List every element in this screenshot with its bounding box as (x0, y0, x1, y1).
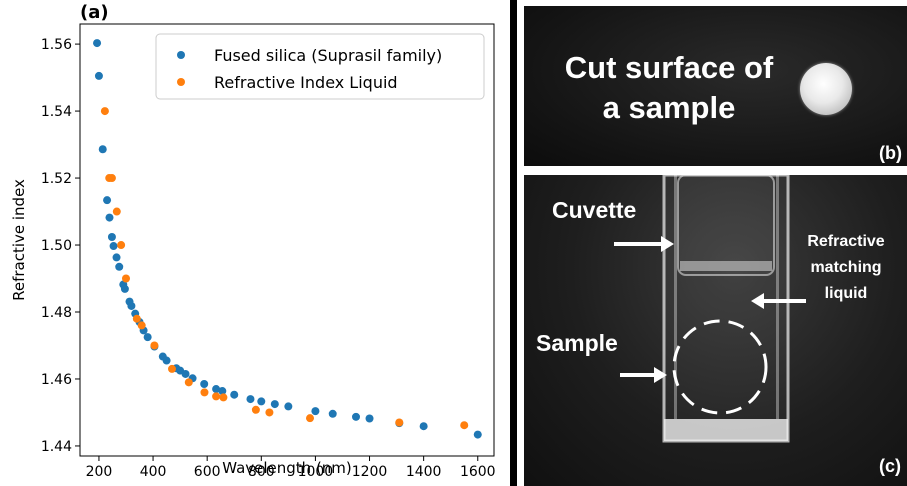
y-tick-label: 1.52 (41, 171, 72, 187)
liquid-point (137, 321, 146, 330)
fused-silica-point (107, 232, 116, 241)
x-tick-label: 1200 (352, 464, 388, 480)
fused-silica-point (257, 397, 266, 406)
x-tick-label: 1400 (406, 464, 442, 480)
fused-silica-point (105, 213, 114, 222)
plot-frame (79, 23, 495, 457)
label-liquid-line3: liquid (824, 285, 868, 302)
liquid-point (306, 414, 314, 423)
fused-silica-point (212, 385, 221, 394)
x-axis-label: Wavelength (nm) (222, 459, 352, 477)
fused-silica-point (230, 390, 239, 399)
fused-silica-point (115, 262, 124, 271)
data-points (93, 39, 482, 439)
fused-silica-point (270, 400, 279, 409)
liquid-point (168, 364, 176, 373)
x-tick-label: 800 (248, 464, 275, 480)
fused-silica-point (200, 380, 209, 388)
x-tick-label: 400 (140, 464, 167, 480)
legend-marker-liquid (177, 78, 185, 86)
photo-b-caption-line1: Cut surface of (564, 50, 774, 85)
liquid-point (212, 392, 221, 401)
y-tick-label: 1.54 (41, 104, 72, 120)
liquid-point (200, 388, 209, 397)
fused-silica-point (94, 71, 103, 80)
x-axis-ticks: 200 400 600 800 1000 1200 1400 1600 (86, 456, 496, 480)
fused-silica-point (112, 253, 121, 262)
liquid-point (112, 207, 121, 216)
label-sample: Sample (536, 330, 618, 356)
photo-cut-surface: Cut surface of a sample (b) (524, 6, 907, 166)
liquid-point (100, 107, 109, 116)
fused-silica-point (143, 333, 152, 342)
fused-silica-point (120, 284, 129, 293)
fused-silica-point (419, 422, 428, 431)
fused-silica-point (365, 414, 374, 423)
liquid-point (265, 408, 274, 417)
fused-silica-point (352, 412, 360, 421)
liquid-point (251, 405, 260, 414)
fused-silica-point (98, 145, 107, 154)
fused-silica-point (218, 387, 227, 396)
liquid-point (184, 378, 193, 387)
x-tick-label: 1000 (298, 464, 334, 480)
liquid-point (117, 241, 126, 250)
liquid-point (460, 421, 469, 430)
liquid-point (150, 341, 159, 350)
sample-disc-image (800, 63, 852, 115)
legend: Fused silica (Suprasil family) Refractiv… (155, 33, 485, 100)
y-tick-label: 1.48 (41, 305, 72, 321)
legend-marker-fused-silica (177, 51, 185, 59)
y-tick-label: 1.50 (41, 238, 72, 254)
fused-silica-point (473, 430, 482, 439)
liquid-point (132, 314, 141, 323)
fused-silica-point (103, 196, 112, 205)
y-tick-label: 1.44 (41, 439, 72, 455)
fused-silica-point (284, 402, 293, 411)
liquid-point (122, 274, 130, 283)
liquid-point (395, 418, 404, 427)
y-tick-label: 1.46 (41, 372, 72, 388)
fused-silica-point (127, 301, 136, 310)
panel-label-a: (a) (80, 2, 109, 23)
fused-silica-point (162, 356, 171, 365)
y-tick-label: 1.56 (41, 37, 72, 53)
y-axis-ticks: 1.44 1.46 1.48 1.50 1.52 1.54 1.56 (41, 37, 80, 455)
cuvette-illustration (614, 175, 806, 443)
y-axis-label: Refractive index (10, 179, 28, 301)
label-liquid-line2: matching (810, 259, 882, 276)
fused-silica-point (328, 409, 337, 418)
x-tick-label: 600 (194, 464, 221, 480)
label-cuvette: Cuvette (552, 197, 637, 223)
x-tick-label: 1600 (460, 464, 496, 480)
liquid-point (219, 393, 228, 402)
liquid-point (107, 174, 116, 183)
x-tick-label: 200 (86, 464, 113, 480)
label-liquid-line1: Refractive (807, 233, 885, 250)
fused-silica-point (181, 369, 190, 378)
fused-silica-point (246, 395, 255, 404)
refractive-index-chart: 1.44 1.46 1.48 1.50 1.52 1.54 1.56 200 400 600 80… (10, 23, 496, 480)
panel-divider (510, 0, 517, 486)
legend-label-fused-silica: Fused silica (Suprasil family) (214, 46, 442, 65)
fused-silica-point (109, 242, 118, 251)
photo-b-caption-line2: a sample (602, 90, 736, 125)
legend-label-liquid: Refractive Index Liquid (214, 73, 398, 92)
photo-cuvette: Cuvette Refractive matching liquid Sampl… (524, 175, 907, 486)
legend-box (155, 33, 485, 100)
panel-label-b: (b) (879, 143, 902, 163)
panel-label-c: (c) (879, 456, 901, 476)
fused-silica-point (311, 407, 320, 416)
fused-silica-point (93, 39, 102, 48)
